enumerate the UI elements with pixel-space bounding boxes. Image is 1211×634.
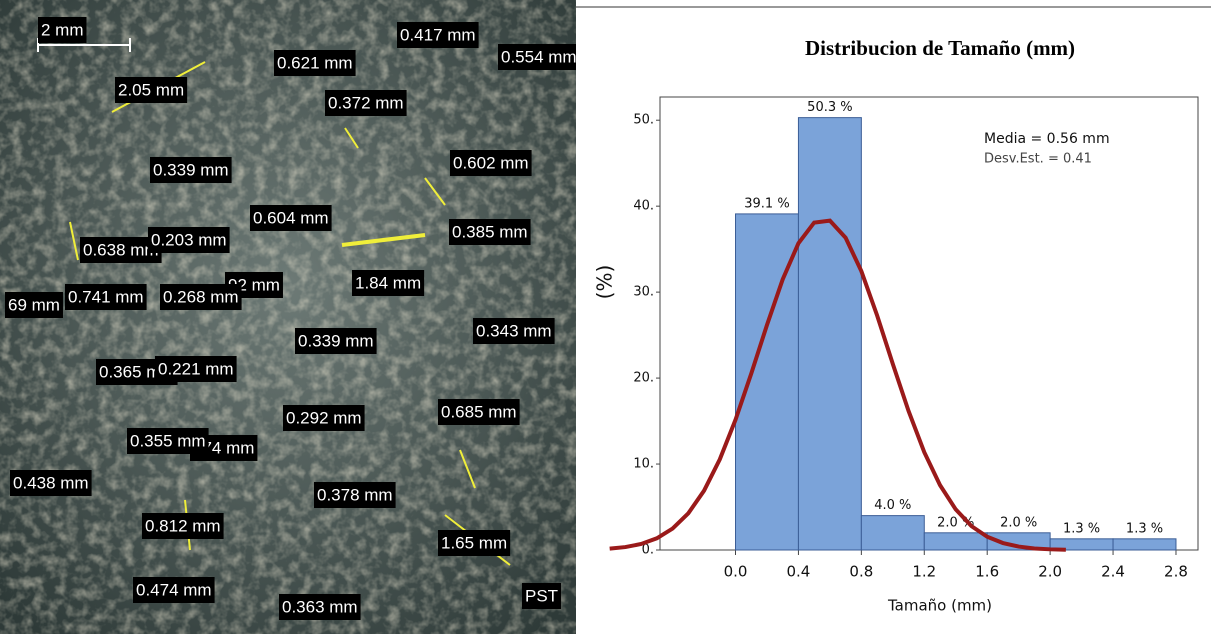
label-box <box>155 356 237 382</box>
measure-label: 0.385 mm <box>452 222 528 241</box>
label-box <box>133 577 215 603</box>
measure-label: 0.438 mm <box>13 473 89 492</box>
y-tick-label: 0. <box>642 543 654 558</box>
measure-label: 0.474 mm <box>136 580 212 599</box>
measure-labels: 2 mm 0.417 mm 0.554 mm 0.621 mm 2.05 mm 0.372… <box>5 17 577 620</box>
x-tick-label: 0.8 <box>849 563 873 581</box>
value-label: 4.0 % <box>874 498 911 513</box>
bar <box>923 532 988 551</box>
label-box <box>325 90 407 116</box>
measure-label: 0.203 mm <box>151 230 227 249</box>
measure-label: 2.05 mm <box>118 80 184 99</box>
label-box <box>438 530 511 556</box>
measure-label: 0.339 mm <box>153 160 229 179</box>
label-box <box>498 44 576 70</box>
x-tick-label: 0.0 <box>724 563 748 581</box>
bar <box>1112 538 1177 551</box>
measure-label: 0.363 mm <box>282 597 358 616</box>
measure-label: 69 mm <box>8 295 60 314</box>
label-box <box>352 270 425 296</box>
value-label: 39.1 % <box>744 196 789 211</box>
measure-label: 0.268 mm <box>163 287 239 306</box>
measure-label: 0.554 mm <box>501 47 577 66</box>
measure-label: 0.621 mm <box>277 53 353 72</box>
x-tick-label: 2.8 <box>1164 563 1188 581</box>
measure-label: 0.685 mm <box>441 402 517 421</box>
annotation: Desv.Est. = 0.41 <box>984 152 1092 167</box>
x-tick-label: 1.6 <box>975 563 999 581</box>
label-box <box>279 594 361 620</box>
label-box <box>274 50 356 76</box>
label-box <box>115 77 188 103</box>
measure-label: 0.221 mm <box>158 359 234 378</box>
label-box <box>160 284 242 310</box>
measure-label: 0.417 mm <box>400 25 476 44</box>
annotation: Media = 0.56 mm <box>984 131 1110 147</box>
label-box <box>397 22 479 48</box>
label-box <box>449 219 531 245</box>
label-box <box>295 328 377 354</box>
measure-label: 0.741 mm <box>68 287 144 306</box>
y-axis-label: (%) <box>593 265 617 300</box>
chart: 0. 10. 20. 30. 40. 50. 0.0 0.4 0.8 1.2 1.6 2.0 2.4 2.… <box>609 96 1199 581</box>
measure-label: 0.343 mm <box>476 321 552 340</box>
x-tick-label: 2.0 <box>1038 563 1062 581</box>
micrograph: 2 mm 0.417 mm 0.554 mm 0.621 mm 2.05 mm 0.372… <box>0 0 577 634</box>
measure-label: 0.372 mm <box>328 93 404 112</box>
label-box <box>283 405 365 431</box>
label-box <box>65 284 147 310</box>
y-tick-label: 20. <box>633 371 654 386</box>
y-tick-label: 30. <box>633 285 654 300</box>
bar <box>797 117 862 551</box>
measure-label: 1.65 mm <box>441 533 507 552</box>
value-label: 2.0 % <box>1000 515 1037 530</box>
x-axis-label: Tamaño (mm) <box>887 597 992 615</box>
label-box <box>473 318 555 344</box>
label-box <box>127 428 209 454</box>
measure-label: 0.604 mm <box>253 208 329 227</box>
label-box <box>250 205 332 231</box>
measure-label: 0.339 mm <box>298 331 374 350</box>
micrograph-texture <box>0 0 576 634</box>
label-box <box>5 292 63 318</box>
measure-label: 0.812 mm <box>145 516 221 535</box>
label-box <box>10 470 92 496</box>
value-label: 50.3 % <box>807 100 852 115</box>
label-box <box>142 513 224 539</box>
measure-label: 0.292 mm <box>286 408 362 427</box>
chart-title: Distribucion de Tamaño (mm) <box>805 36 1075 60</box>
y-tick-label: 10. <box>633 457 654 472</box>
label-box <box>150 157 232 183</box>
value-label: 1.3 % <box>1126 521 1163 536</box>
measure-label: 0.602 mm <box>453 153 529 172</box>
x-tick-label: 2.4 <box>1101 563 1125 581</box>
value-label: 1.3 % <box>1063 521 1100 536</box>
label-box <box>80 237 162 263</box>
measure-label: 2 mm <box>41 20 84 39</box>
label-box <box>522 583 562 609</box>
x-tick-label: 1.2 <box>912 563 936 581</box>
label-box <box>148 227 230 253</box>
y-tick-label: 40. <box>633 199 654 214</box>
fit-curve <box>609 218 1066 552</box>
measure-label: 1.84 mm <box>355 273 421 292</box>
measure-label: 0.638 mm <box>83 240 159 259</box>
measure-label: 0.355 mm <box>130 431 206 450</box>
label-box <box>438 399 520 425</box>
y-tick-label: 50. <box>633 113 654 128</box>
bar <box>860 515 925 551</box>
label-box <box>38 17 87 43</box>
label-box <box>314 482 396 508</box>
measure-label: PST <box>525 586 558 605</box>
label-box <box>450 150 532 176</box>
measure-label: 0.378 mm <box>317 485 393 504</box>
x-tick-label: 0.4 <box>787 563 811 581</box>
